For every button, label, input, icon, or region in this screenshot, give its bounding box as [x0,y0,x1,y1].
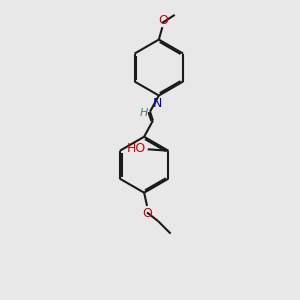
Text: H: H [139,108,148,118]
Text: O: O [143,207,153,220]
Text: HO: HO [127,142,146,155]
Text: N: N [152,97,162,110]
Text: O: O [158,14,168,27]
